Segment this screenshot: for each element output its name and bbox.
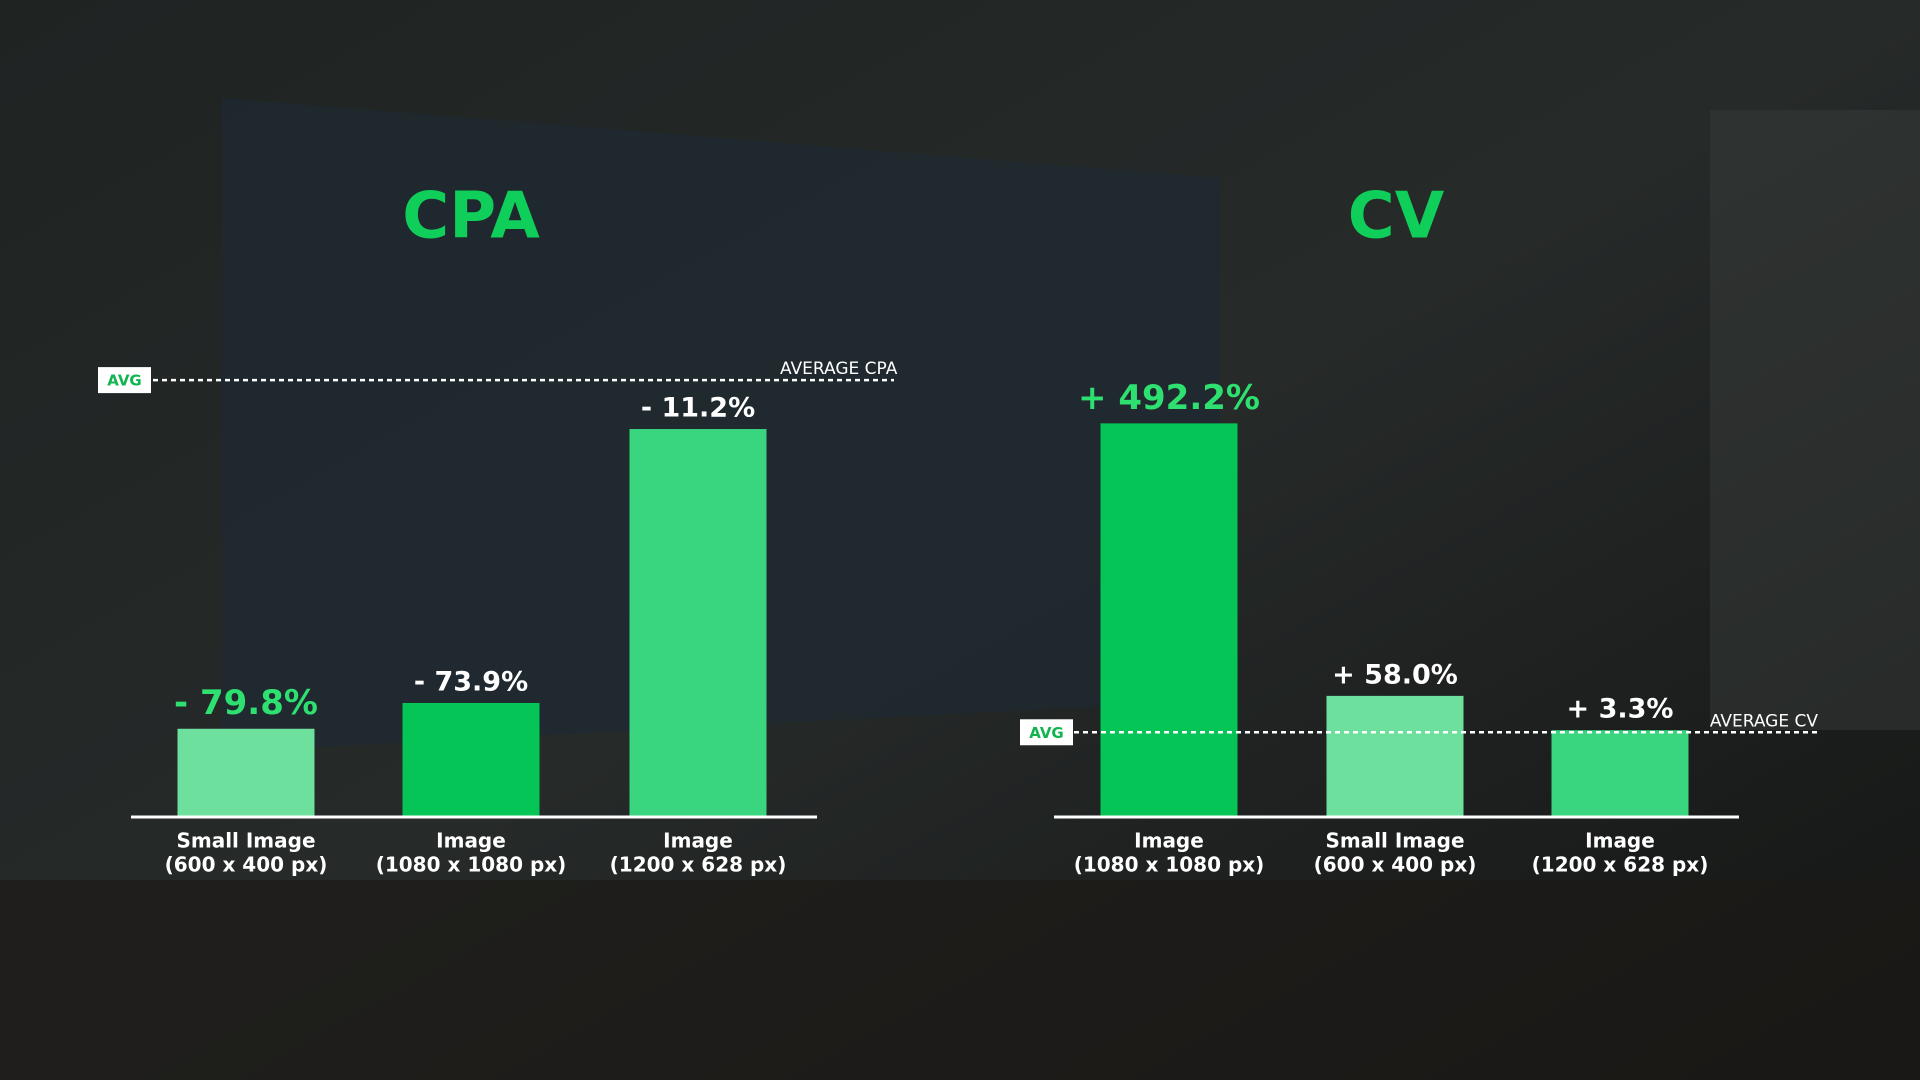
reference-tag-box [1020, 719, 1073, 746]
reference-tag: AVG [107, 372, 142, 390]
bar [629, 429, 767, 817]
x-tick-label: (600 x 400 px) [165, 853, 328, 877]
background-screen [222, 98, 1220, 752]
x-tick-label: (1080 x 1080 px) [1074, 853, 1265, 877]
background-board [1710, 110, 1920, 730]
bar [402, 702, 540, 817]
x-tick-label: Image [1585, 829, 1655, 853]
data-label: + 3.3% [1567, 694, 1674, 725]
chart-title: CV [1348, 180, 1445, 254]
x-tick-label: Image [1134, 829, 1204, 853]
x-tick-label: (1200 x 628 px) [610, 853, 787, 877]
reference-label: AVERAGE CV [1710, 711, 1819, 731]
data-label: - 79.8% [174, 683, 318, 723]
x-tick-label: (600 x 400 px) [1314, 853, 1477, 877]
reference-label: AVERAGE CPA [780, 359, 898, 379]
bar [1326, 695, 1464, 817]
background-table [0, 880, 1920, 1080]
data-label: + 492.2% [1078, 378, 1260, 418]
reference-tag-box [98, 367, 151, 394]
data-label: - 73.9% [414, 666, 528, 697]
x-tick-label: Small Image [176, 829, 315, 853]
chart-title: CPA [402, 180, 540, 254]
x-tick-label: (1080 x 1080 px) [376, 853, 567, 877]
bar [177, 728, 315, 817]
data-label: - 11.2% [641, 393, 755, 424]
x-tick-label: Small Image [1325, 829, 1464, 853]
bar [1551, 730, 1689, 817]
x-tick-label: (1200 x 628 px) [1532, 853, 1709, 877]
x-tick-label: Image [436, 829, 506, 853]
reference-tag: AVG [1029, 724, 1064, 742]
data-label: + 58.0% [1332, 659, 1458, 690]
x-tick-label: Image [663, 829, 733, 853]
bar [1100, 423, 1238, 817]
